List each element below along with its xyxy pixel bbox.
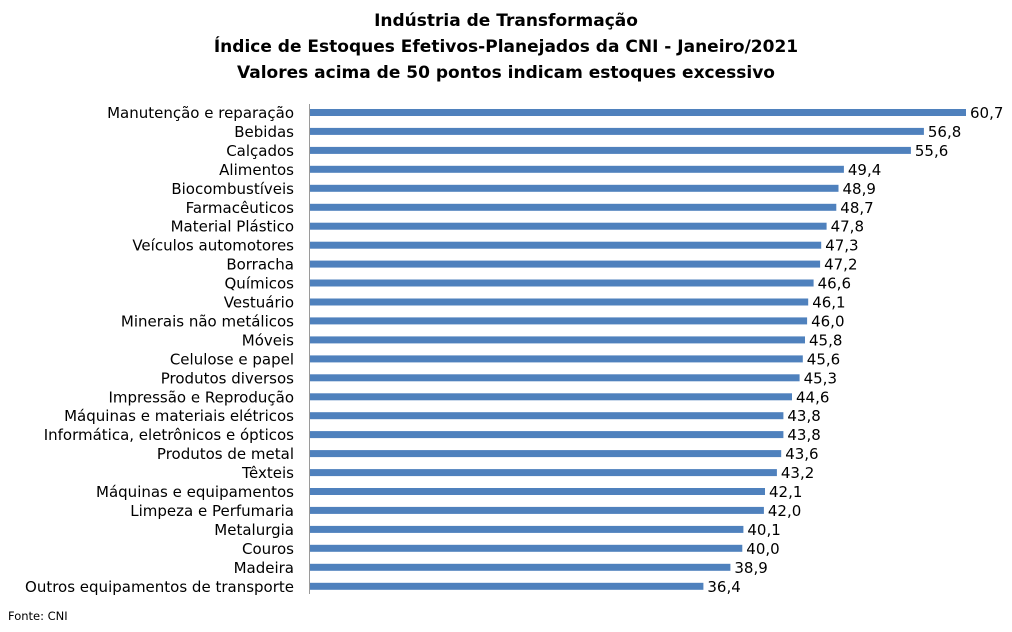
category-label: Calçados xyxy=(226,142,294,160)
bar xyxy=(310,393,792,401)
bar xyxy=(310,450,782,458)
bar xyxy=(310,544,743,552)
category-label: Minerais não metálicos xyxy=(121,312,294,330)
category-label: Biocombustíveis xyxy=(171,180,294,198)
value-label: 47,3 xyxy=(825,237,858,255)
category-label: Material Plástico xyxy=(171,218,294,236)
value-label: 48,7 xyxy=(840,199,873,217)
category-label: Veículos automotores xyxy=(132,237,294,255)
category-label: Farmacêuticos xyxy=(186,199,295,217)
value-label: 42,1 xyxy=(769,483,802,501)
bar xyxy=(310,336,805,344)
category-label: Informática, eletrônicos e ópticos xyxy=(44,426,294,444)
value-label: 47,8 xyxy=(831,218,864,236)
value-label: 40,0 xyxy=(746,540,779,558)
category-label: Móveis xyxy=(242,331,294,349)
category-label: Vestuário xyxy=(224,294,294,312)
bar xyxy=(310,317,808,325)
chart-title-line-3: Valores acima de 50 pontos indicam estoq… xyxy=(237,63,775,83)
bar xyxy=(310,488,765,495)
bar xyxy=(310,582,704,590)
bar xyxy=(310,506,764,514)
value-label: 43,8 xyxy=(787,407,820,425)
category-label: Celulose e papel xyxy=(170,350,294,368)
value-label: 49,4 xyxy=(848,161,881,179)
bar xyxy=(310,165,844,173)
chart-title: Indústria de Transformação Índice de Est… xyxy=(0,8,1012,86)
bar xyxy=(310,525,744,533)
bar xyxy=(310,146,911,154)
category-label: Bebidas xyxy=(234,123,294,141)
chart-title-line-2: Índice de Estoques Efetivos-Planejados d… xyxy=(213,37,799,57)
category-label: Produtos de metal xyxy=(157,445,294,463)
value-label: 45,3 xyxy=(804,369,837,387)
value-label: 56,8 xyxy=(928,123,961,141)
bar xyxy=(310,127,924,135)
bar xyxy=(310,203,837,211)
category-label: Máquinas e materiais elétricos xyxy=(64,407,294,425)
bar xyxy=(310,260,821,268)
value-label: 46,1 xyxy=(812,294,845,312)
value-label: 44,6 xyxy=(796,388,829,406)
bar xyxy=(310,412,784,420)
category-label: Limpeza e Perfumaria xyxy=(130,502,294,520)
category-label: Manutenção e reparação xyxy=(107,104,294,122)
category-labels: Manutenção e reparaçãoBebidasCalçadosAli… xyxy=(25,104,294,596)
category-label: Borracha xyxy=(226,256,294,274)
value-label: 36,4 xyxy=(707,578,740,596)
value-label: 45,6 xyxy=(807,350,840,368)
value-label: 42,0 xyxy=(768,502,801,520)
value-label: 48,9 xyxy=(843,180,876,198)
bar xyxy=(310,109,966,116)
category-label: Outros equipamentos de transporte xyxy=(25,578,294,596)
category-label: Madeira xyxy=(234,559,294,577)
bars-group xyxy=(310,109,966,590)
bar xyxy=(310,374,800,382)
category-label: Químicos xyxy=(225,275,295,293)
value-label: 43,8 xyxy=(787,426,820,444)
value-label: 45,8 xyxy=(809,331,842,349)
bar xyxy=(310,184,839,192)
bar xyxy=(310,279,814,287)
bar xyxy=(310,298,809,306)
category-label: Têxteis xyxy=(241,464,294,482)
value-labels: 60,7 56,855,6 49,448,948,747,847,347,246,6… xyxy=(707,104,1003,596)
value-label: 55,6 xyxy=(915,142,948,160)
value-label: 43,2 xyxy=(781,464,814,482)
bar xyxy=(310,431,784,439)
value-label: 60,7 xyxy=(970,104,1003,122)
bar xyxy=(310,469,777,477)
value-label: 47,2 xyxy=(824,256,857,274)
bar xyxy=(310,222,827,230)
category-label: Metalurgia xyxy=(214,521,294,539)
value-label: 40,1 xyxy=(747,521,780,539)
value-label: 38,9 xyxy=(734,559,767,577)
category-label: Máquinas e equipamentos xyxy=(96,483,294,501)
category-label: Couros xyxy=(242,540,294,558)
category-label: Impressão e Reprodução xyxy=(108,388,294,406)
bar xyxy=(310,355,803,363)
category-label: Produtos diversos xyxy=(161,369,294,387)
bar xyxy=(310,241,822,249)
value-label: 46,6 xyxy=(818,275,851,293)
value-label: 43,6 xyxy=(785,445,818,463)
value-label: 46,0 xyxy=(811,312,844,330)
source-note: Fonte: CNI xyxy=(8,609,68,623)
chart-title-line-1: Indústria de Transformação xyxy=(374,11,638,31)
bar xyxy=(310,563,731,571)
category-label: Alimentos xyxy=(219,161,294,179)
